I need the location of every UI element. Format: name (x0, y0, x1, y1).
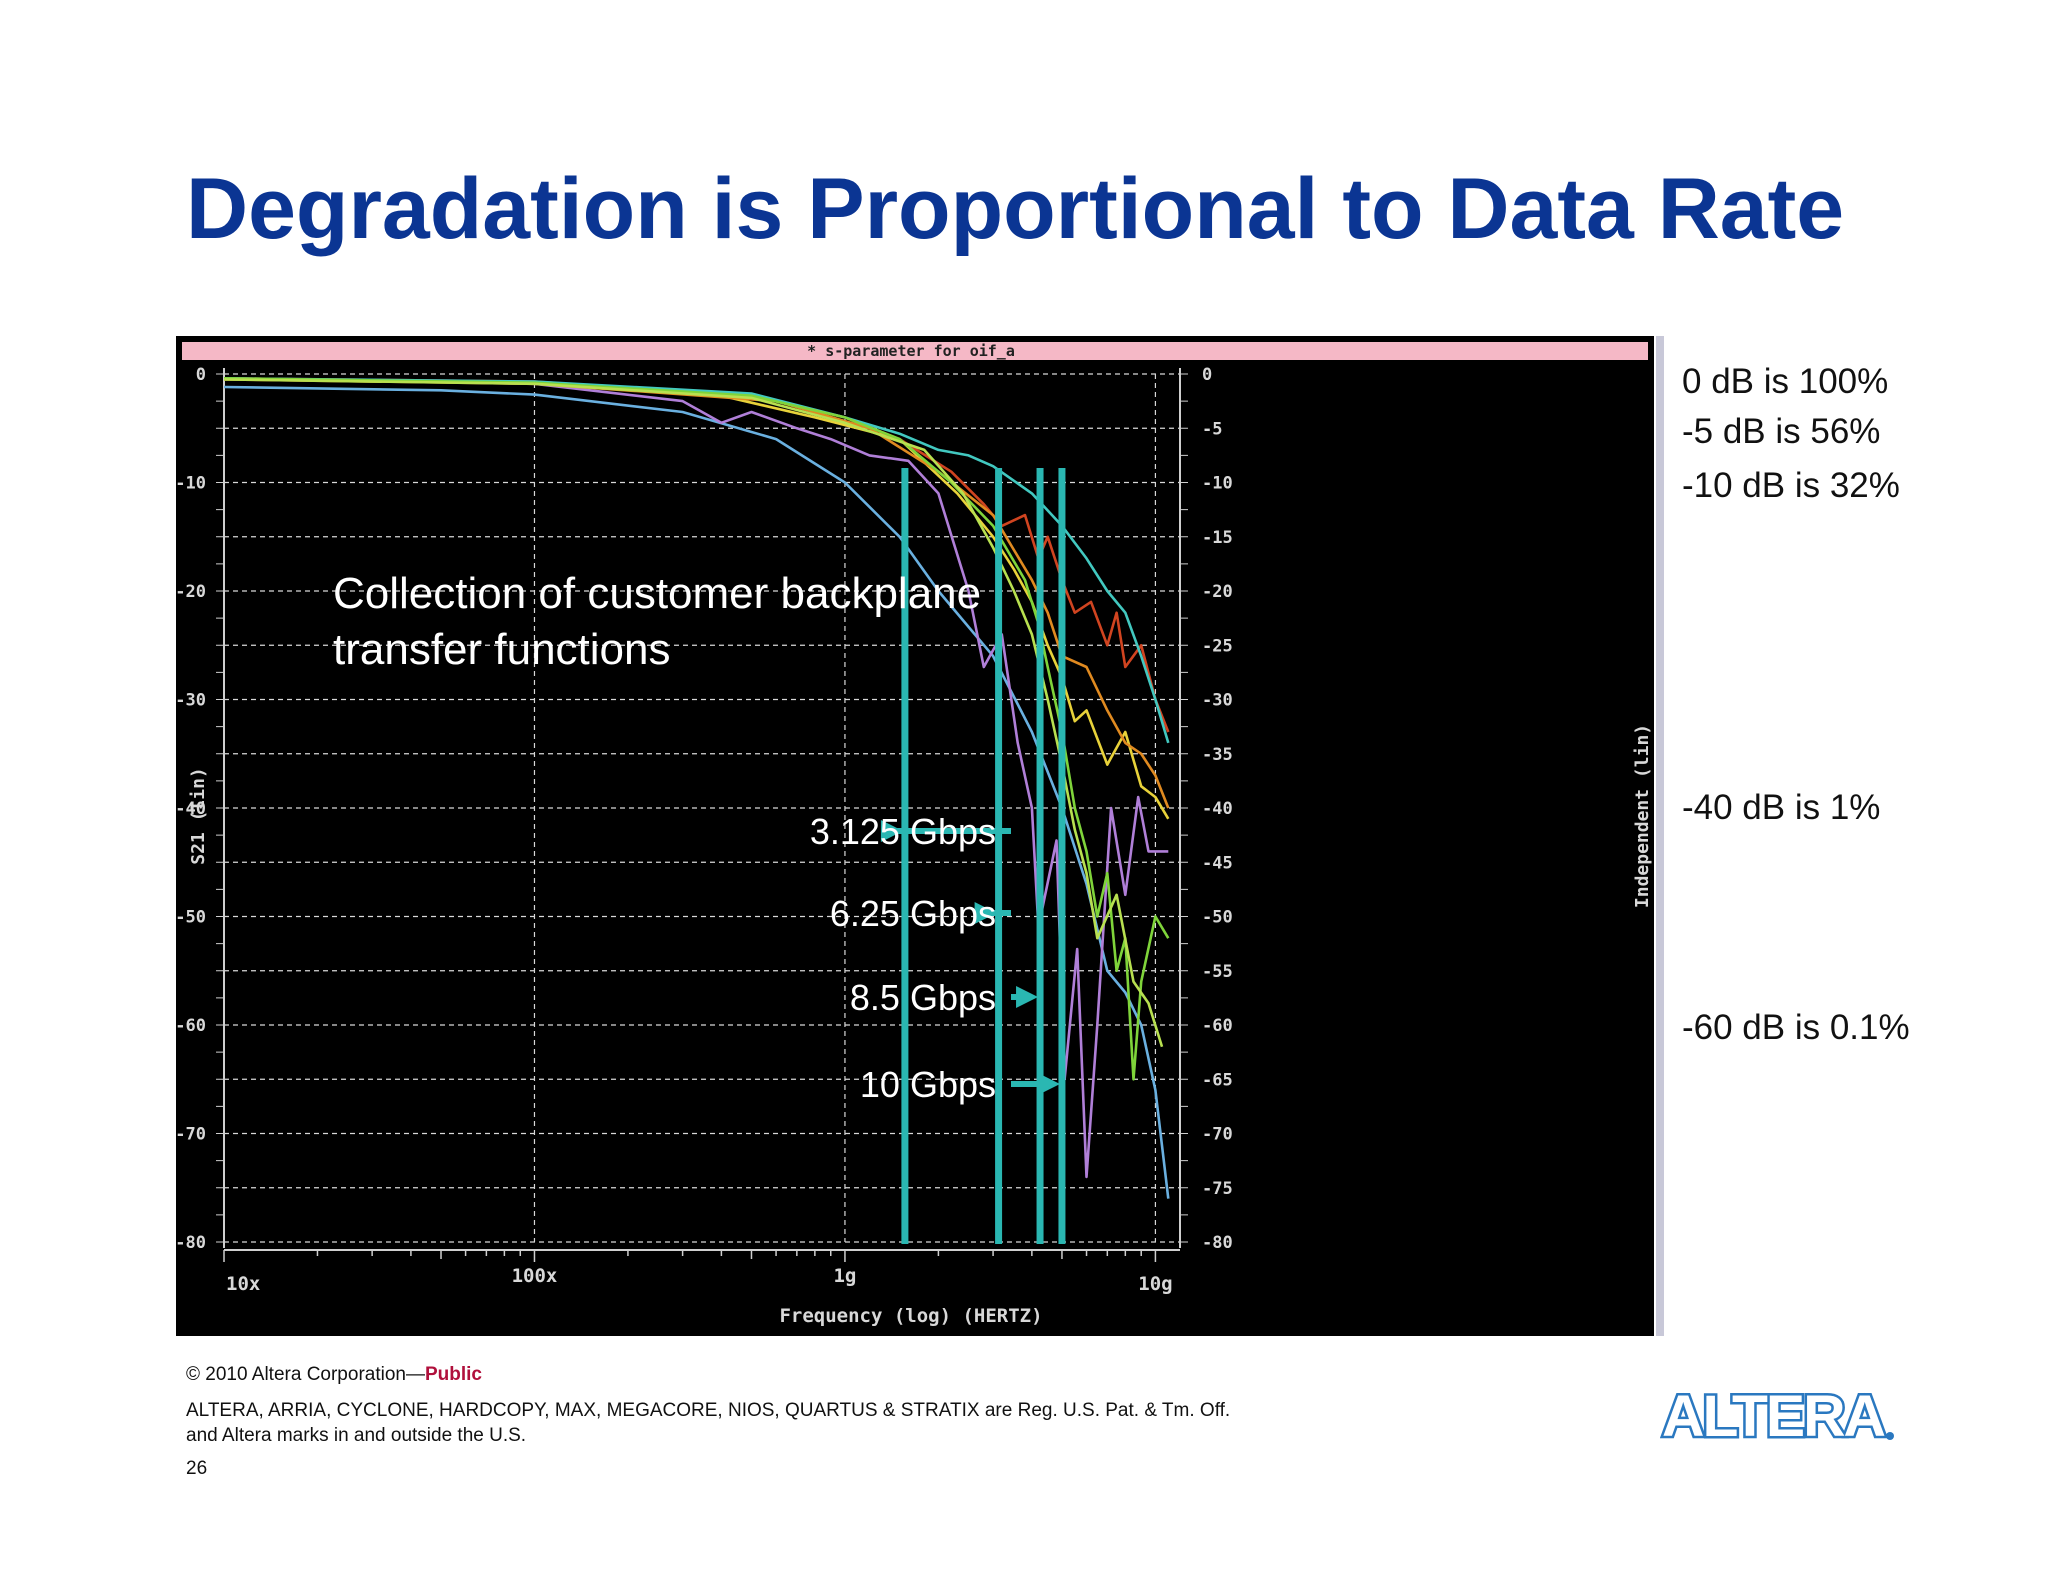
plot-canvas (182, 360, 1648, 1330)
y-tick-label: -60 (176, 1016, 206, 1036)
marker-arrowhead-1 (880, 820, 903, 842)
y-tick-label-right: -35 (1202, 745, 1233, 765)
percent-note-0db: 0 dB is 100% (1682, 362, 1889, 401)
page-number: 26 (186, 1458, 208, 1479)
y-tick-label: -40 (176, 799, 206, 819)
y-tick-label-right: -55 (1202, 962, 1233, 982)
slide-title: Degradation is Proportional to Data Rate (186, 161, 1845, 257)
percent-note-10db: -10 dB is 32% (1682, 466, 1900, 505)
series-line-1 (223, 385, 1170, 1199)
percent-note-5db: -5 dB is 56% (1682, 412, 1881, 451)
altera-logo: ALTERA ALTERA (1660, 1386, 1894, 1444)
y-axis-label-right: Independent (lin) (1632, 724, 1653, 908)
marker-group: 3.125 Gbps 6.25 Gbps 8.5 Gbps 10 Gbps (810, 468, 1066, 1244)
marker-arrowhead-4 (1037, 1073, 1060, 1095)
y-tick-label: -30 (176, 691, 206, 711)
plot-title: * s-parameter for oif_a (807, 342, 1015, 360)
svg-text:ALTERA: ALTERA (1662, 1386, 1885, 1444)
y-tick-label: -20 (176, 582, 206, 602)
percent-note-40db: -40 dB is 1% (1682, 788, 1881, 827)
x-axis-label: Frequency (log) (HERTZ) (779, 1305, 1042, 1327)
y-tick-label-right: 0 (1202, 365, 1212, 385)
marker-label-2: 6.25 Gbps (830, 893, 996, 934)
axes: 0 -10 -20 -30 -40 -50 -60 -70 -80 0 -5 -10 -15 -20 -25… (176, 365, 1233, 1295)
y-tick-label-right: -5 (1202, 419, 1222, 439)
trademark-line-1: ALTERA, ARRIA, CYCLONE, HARDCOPY, MAX, M… (186, 1400, 1231, 1421)
marker-label-4: 10 Gbps (860, 1064, 996, 1105)
y-tick-label: 0 (196, 365, 206, 385)
s-parameter-chart: * s-parameter for oif_a 0-10-20-30-40-50… (176, 336, 1664, 1336)
y-tick-label-right: -75 (1202, 1179, 1233, 1199)
y-tick-label-right: -20 (1202, 582, 1233, 602)
marker-arrowhead-3 (1016, 986, 1039, 1008)
y-axis-label: S21 (lin) (188, 767, 209, 865)
y-tick-label-right: -70 (1202, 1125, 1233, 1145)
marker-label-3: 8.5 Gbps (850, 977, 996, 1018)
y-tick-label-right: -25 (1202, 636, 1233, 656)
annotation-line-1: Collection of customer backplane (333, 569, 981, 618)
plot-title-bar (182, 342, 1648, 360)
copyright-text: © 2010 Altera Corporation— (186, 1364, 425, 1385)
series-line-2 (223, 377, 1169, 1179)
y-tick-label-right: -65 (1202, 1070, 1233, 1090)
y-tick-label-right: -30 (1202, 691, 1233, 711)
plot-window: * s-parameter for oif_a 0 -10 -20 -30 -40 -50… (176, 336, 1666, 1346)
x-tick-label: 100x (512, 1265, 558, 1287)
x-tick-label: 10x (226, 1273, 260, 1295)
y-tick-label: -70 (176, 1125, 206, 1145)
copyright-line: © 2010 Altera Corporation—Public (186, 1364, 482, 1386)
window-scrollbar[interactable] (1656, 336, 1664, 1336)
percent-note-60db: -60 dB is 0.1% (1682, 1008, 1910, 1047)
annotation-line-2: transfer functions (333, 625, 671, 674)
marker-arrowhead-2 (974, 902, 997, 924)
y-tick-label: -10 (176, 474, 206, 494)
y-tick-label: -80 (176, 1233, 206, 1253)
public-label: Public (424, 1364, 482, 1385)
y-tick-label-right: -10 (1202, 474, 1233, 494)
y-tick-label-right: -15 (1202, 528, 1233, 548)
series-line-5 (223, 378, 1170, 809)
y-tick-label-right: -40 (1202, 799, 1233, 819)
y-tick-label: -50 (176, 908, 206, 928)
svg-text:ALTERA: ALTERA (1662, 1386, 1885, 1444)
y-tick-label-right: -60 (1202, 1016, 1233, 1036)
trademark-line-2: and Altera marks in and outside the U.S. (186, 1425, 527, 1446)
y-tick-label-right: -45 (1202, 853, 1233, 873)
y-tick-label-right: -50 (1202, 908, 1233, 928)
x-tick-label: 1g (833, 1265, 856, 1287)
y-tick-label-right: -80 (1202, 1233, 1233, 1253)
x-tick-label: 10g (1138, 1273, 1172, 1295)
marker-label-1: 3.125 Gbps (810, 811, 996, 852)
